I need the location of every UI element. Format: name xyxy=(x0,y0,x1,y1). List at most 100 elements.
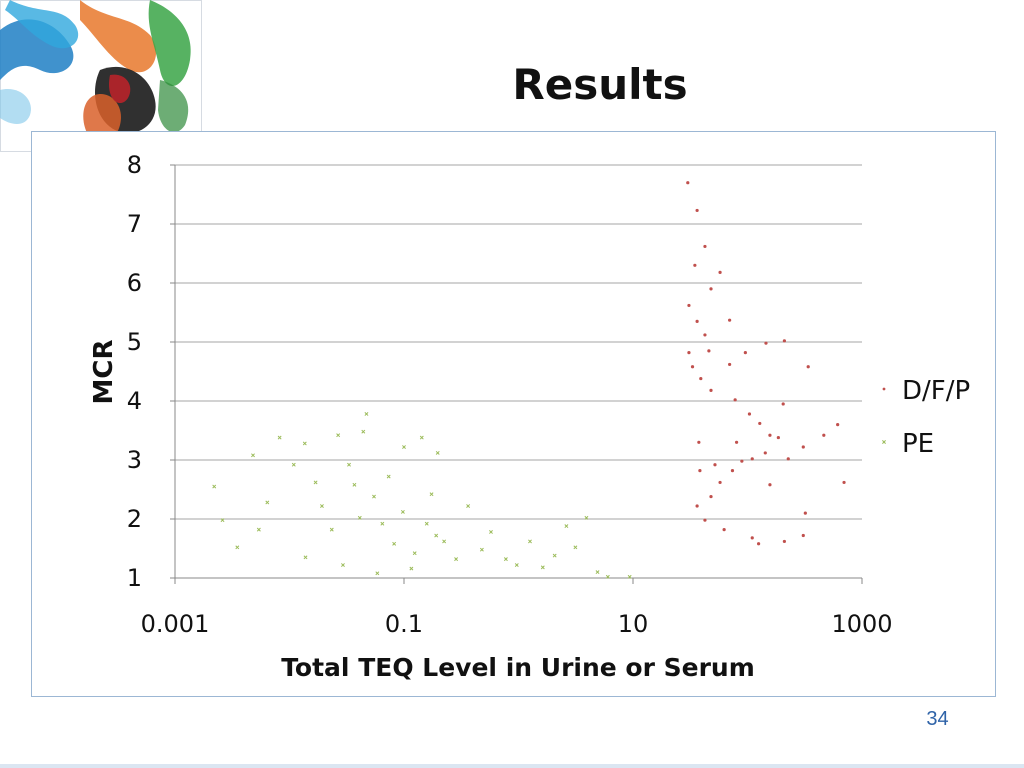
y-tick-label-5: 5 xyxy=(127,328,142,356)
data-point-pe-27 xyxy=(429,492,434,497)
data-point-pe-32 xyxy=(479,547,484,552)
data-point-dfp-13 xyxy=(728,362,732,367)
x-tick-label-1000: 1000 xyxy=(831,610,892,638)
data-point-pe-37 xyxy=(540,565,545,570)
data-point-dfp-4 xyxy=(718,270,722,274)
data-point-pe-29 xyxy=(442,539,447,544)
data-point-pe-38 xyxy=(552,553,557,558)
data-point-dfp-48 xyxy=(803,511,807,515)
data-point-pe-39 xyxy=(564,524,569,529)
legend-label-pe: PE xyxy=(902,429,934,459)
data-point-pe-20 xyxy=(386,474,391,479)
data-point-pe-25 xyxy=(419,435,424,440)
data-point-dfp-18 xyxy=(709,388,713,392)
chart-frame xyxy=(31,131,996,697)
data-point-dfp-27 xyxy=(730,469,735,473)
data-point-dfp-45 xyxy=(698,469,702,473)
data-point-dfp-36 xyxy=(801,533,805,538)
data-point-dfp-30 xyxy=(695,504,699,508)
data-point-pe-11 xyxy=(329,527,334,532)
data-point-dfp-2 xyxy=(703,244,707,249)
data-point-dfp-29 xyxy=(709,494,713,499)
legend-item-dfp: D/F/P xyxy=(882,376,970,406)
data-point-pe-21 xyxy=(392,541,397,546)
data-point-pe-28 xyxy=(435,450,440,455)
data-point-dfp-20 xyxy=(747,412,752,416)
data-point-pe-26 xyxy=(424,521,429,526)
data-point-pe-33 xyxy=(489,530,493,534)
data-point-pe-13 xyxy=(347,462,351,467)
data-point-pe-22 xyxy=(400,509,405,514)
data-point-dfp-6 xyxy=(687,303,691,308)
data-point-dfp-42 xyxy=(842,480,846,485)
data-point-pe-31 xyxy=(466,504,471,508)
data-point-pe-46 xyxy=(341,563,345,567)
data-point-pe-0 xyxy=(212,484,217,489)
data-point-dfp-37 xyxy=(768,483,772,487)
x-tick-label-0.1: 0.1 xyxy=(385,610,423,638)
y-tick-label-6: 6 xyxy=(127,269,142,297)
data-point-pe-6 xyxy=(277,435,282,440)
data-point-pe-1 xyxy=(251,453,255,458)
y-tick-label-8: 8 xyxy=(127,151,142,179)
legend-label-dfp: D/F/P xyxy=(902,376,970,406)
y-tick-label-4: 4 xyxy=(127,387,142,415)
data-point-dfp-7 xyxy=(695,319,699,323)
data-point-dfp-0 xyxy=(686,181,690,185)
data-point-dfp-43 xyxy=(697,440,701,444)
data-point-dfp-35 xyxy=(782,539,786,544)
data-point-dfp-15 xyxy=(764,341,768,345)
data-point-dfp-28 xyxy=(718,480,722,485)
data-point-pe-23 xyxy=(402,445,406,449)
data-point-pe-12 xyxy=(336,433,341,438)
data-point-dfp-1 xyxy=(695,208,699,213)
data-point-dfp-9 xyxy=(703,333,707,337)
data-point-dfp-14 xyxy=(743,351,747,355)
data-point-dfp-39 xyxy=(801,445,805,449)
data-point-pe-7 xyxy=(291,462,296,467)
data-point-pe-18 xyxy=(372,494,376,499)
data-point-dfp-11 xyxy=(690,365,695,369)
data-point-dfp-10 xyxy=(687,351,691,355)
data-point-dfp-31 xyxy=(703,518,707,522)
axis-ticks: 1 2 3 4 5 6 7 8 0.001 0.1 10 1000 xyxy=(127,151,893,638)
legend-marker-pe xyxy=(882,440,886,444)
data-point-pe-48 xyxy=(409,566,414,571)
data-point-dfp-34 xyxy=(756,542,761,546)
data-point-pe-34 xyxy=(503,557,508,562)
slide-title: Results xyxy=(512,60,688,109)
data-point-pe-10 xyxy=(319,504,324,508)
data-point-dfp-47 xyxy=(781,402,785,406)
y-axis-title: MCR xyxy=(89,340,119,405)
legend: D/F/P PE xyxy=(882,376,970,459)
data-point-dfp-25 xyxy=(750,457,754,461)
data-point-pe-40 xyxy=(573,545,578,550)
x-tick-label-0.001: 0.001 xyxy=(141,610,210,638)
bottom-rule xyxy=(0,764,1024,768)
data-point-pe-15 xyxy=(364,412,369,416)
corner-ink-artwork xyxy=(0,0,202,152)
data-point-pe-47 xyxy=(375,571,380,576)
legend-item-pe: PE xyxy=(882,429,934,459)
data-point-pe-49 xyxy=(434,533,439,538)
slide-number: 34 xyxy=(926,708,949,730)
data-point-dfp-16 xyxy=(782,339,786,343)
data-point-pe-44 xyxy=(627,574,632,579)
data-point-dfp-33 xyxy=(750,536,754,540)
data-point-pe-2 xyxy=(220,518,225,523)
data-point-dfp-3 xyxy=(693,263,697,267)
data-point-dfp-32 xyxy=(722,528,726,532)
data-point-pe-8 xyxy=(302,441,307,446)
data-point-pe-5 xyxy=(265,500,270,505)
data-point-pe-24 xyxy=(412,551,417,556)
data-point-pe-14 xyxy=(361,429,366,434)
y-tick-label-7: 7 xyxy=(127,210,142,238)
data-point-dfp-49 xyxy=(713,463,717,467)
data-point-pe-35 xyxy=(514,563,519,567)
data-points xyxy=(212,181,846,579)
data-point-dfp-38 xyxy=(786,457,790,461)
data-point-dfp-41 xyxy=(836,423,840,427)
data-point-pe-41 xyxy=(584,515,589,520)
data-point-pe-36 xyxy=(528,539,532,544)
data-point-dfp-26 xyxy=(740,459,744,463)
